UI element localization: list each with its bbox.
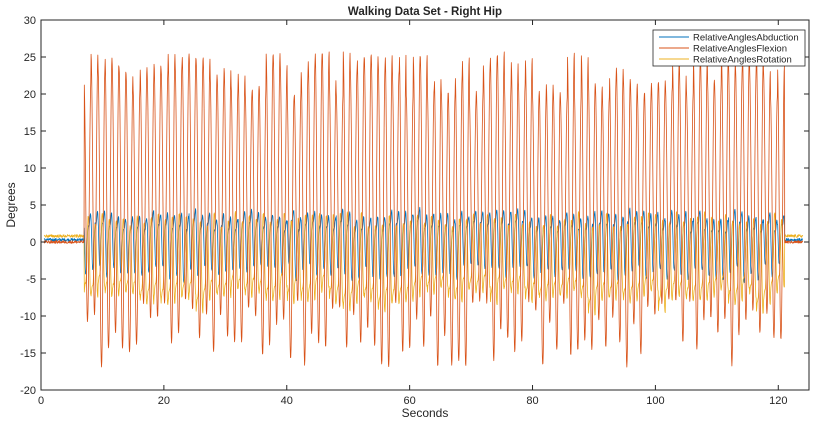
y-tick-label: -10 (20, 311, 36, 323)
y-tick-label: 5 (30, 200, 36, 212)
x-tick-label: 20 (158, 395, 170, 407)
y-tick-label: 0 (30, 237, 36, 249)
y-tick-label: 30 (24, 15, 36, 27)
x-axis: 0 20 40 60 80 100 120 (38, 20, 787, 407)
x-tick-label: 120 (769, 395, 787, 407)
x-axis-label: Seconds (402, 406, 449, 420)
y-tick-label: 15 (24, 126, 36, 138)
series-line-flexion (43, 51, 804, 368)
y-tick-label: -20 (20, 385, 36, 397)
legend-label-abduction: RelativeAnglesAbduction (693, 33, 799, 44)
x-tick-label: 0 (38, 395, 44, 407)
y-tick-label: 10 (24, 163, 36, 175)
legend: RelativeAnglesAbduction RelativeAnglesFl… (652, 29, 806, 67)
y-tick-label: -5 (26, 274, 36, 286)
y-tick-label: -15 (20, 348, 36, 360)
x-tick-label: 60 (404, 395, 416, 407)
series-layer (43, 51, 804, 368)
y-axis-label: Degrees (4, 182, 18, 227)
legend-label-rotation: RelativeAnglesRotation (693, 55, 792, 66)
y-tick-label: 25 (24, 52, 36, 64)
legend-label-flexion: RelativeAnglesFlexion (693, 44, 787, 55)
y-tick-label: 20 (24, 89, 36, 101)
chart-title: Walking Data Set - Right Hip (348, 6, 502, 18)
y-axis: -20 -15 -10 -5 0 5 10 15 20 25 30 (20, 15, 809, 397)
x-tick-label: 100 (646, 395, 664, 407)
x-tick-label: 80 (526, 395, 538, 407)
x-tick-label: 40 (281, 395, 293, 407)
